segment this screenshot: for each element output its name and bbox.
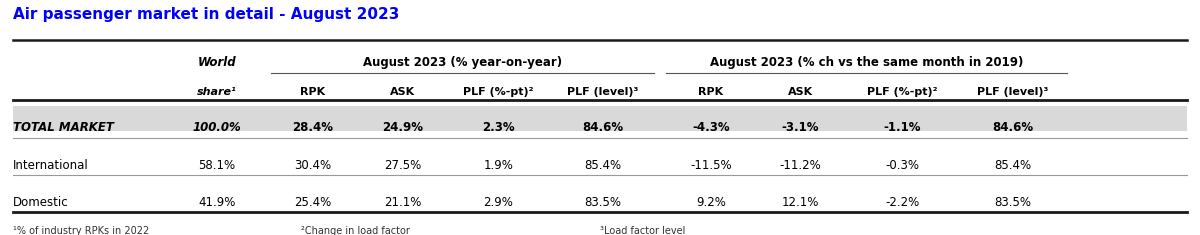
Text: Domestic: Domestic bbox=[13, 196, 68, 209]
Text: RPK: RPK bbox=[698, 87, 724, 97]
Text: August 2023 (% year-on-year): August 2023 (% year-on-year) bbox=[362, 56, 562, 69]
Text: -11.2%: -11.2% bbox=[780, 159, 822, 172]
Text: 1.9%: 1.9% bbox=[484, 159, 514, 172]
Text: 24.9%: 24.9% bbox=[382, 121, 422, 134]
Text: -1.1%: -1.1% bbox=[883, 121, 922, 134]
Text: 12.1%: 12.1% bbox=[782, 196, 820, 209]
Text: 28.4%: 28.4% bbox=[292, 121, 334, 134]
Text: -11.5%: -11.5% bbox=[690, 159, 732, 172]
Text: PLF (level)³: PLF (level)³ bbox=[568, 87, 638, 97]
Text: ³Load factor level: ³Load factor level bbox=[600, 226, 685, 235]
Text: 83.5%: 83.5% bbox=[584, 196, 622, 209]
Text: ¹% of industry RPKs in 2022: ¹% of industry RPKs in 2022 bbox=[13, 226, 150, 235]
Text: 85.4%: 85.4% bbox=[995, 159, 1032, 172]
Text: PLF (level)³: PLF (level)³ bbox=[977, 87, 1049, 97]
Text: 25.4%: 25.4% bbox=[294, 196, 331, 209]
Text: 84.6%: 84.6% bbox=[992, 121, 1033, 134]
Text: 30.4%: 30.4% bbox=[294, 159, 331, 172]
Text: Air passenger market in detail - August 2023: Air passenger market in detail - August … bbox=[13, 7, 400, 22]
Text: PLF (%-pt)²: PLF (%-pt)² bbox=[463, 87, 534, 97]
Text: ASK: ASK bbox=[390, 87, 415, 97]
Text: share¹: share¹ bbox=[197, 87, 236, 97]
Text: -3.1%: -3.1% bbox=[781, 121, 820, 134]
Text: 83.5%: 83.5% bbox=[995, 196, 1032, 209]
Text: 21.1%: 21.1% bbox=[384, 196, 421, 209]
Text: -0.3%: -0.3% bbox=[886, 159, 919, 172]
Text: RPK: RPK bbox=[300, 87, 325, 97]
Text: -4.3%: -4.3% bbox=[692, 121, 730, 134]
Text: TOTAL MARKET: TOTAL MARKET bbox=[13, 121, 114, 134]
Text: 2.9%: 2.9% bbox=[484, 196, 514, 209]
Text: 27.5%: 27.5% bbox=[384, 159, 421, 172]
Text: -2.2%: -2.2% bbox=[886, 196, 919, 209]
Text: 84.6%: 84.6% bbox=[582, 121, 624, 134]
Text: World: World bbox=[198, 56, 236, 69]
Text: 41.9%: 41.9% bbox=[198, 196, 235, 209]
Text: PLF (%-pt)²: PLF (%-pt)² bbox=[868, 87, 937, 97]
FancyBboxPatch shape bbox=[13, 106, 1187, 132]
Text: August 2023 (% ch vs the same month in 2019): August 2023 (% ch vs the same month in 2… bbox=[709, 56, 1024, 69]
Text: 2.3%: 2.3% bbox=[482, 121, 515, 134]
Text: International: International bbox=[13, 159, 89, 172]
Text: 9.2%: 9.2% bbox=[696, 196, 726, 209]
Text: ²Change in load factor: ²Change in load factor bbox=[301, 226, 409, 235]
Text: 58.1%: 58.1% bbox=[198, 159, 235, 172]
Text: 85.4%: 85.4% bbox=[584, 159, 622, 172]
Text: 100.0%: 100.0% bbox=[192, 121, 241, 134]
Text: ASK: ASK bbox=[788, 87, 814, 97]
